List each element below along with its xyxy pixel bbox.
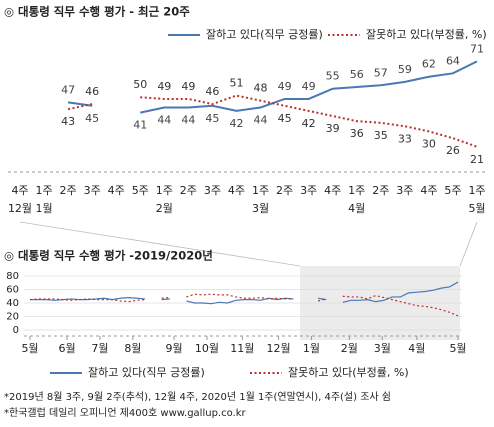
x-tick-label: 1주 xyxy=(252,184,269,197)
x-month-label: 5월 xyxy=(468,202,485,215)
value-label: 30 xyxy=(422,137,436,150)
x-month-label: 2월 xyxy=(156,202,173,215)
value-label: 44 xyxy=(157,113,171,126)
series-line xyxy=(67,60,478,114)
legend-label: 잘하고 있다(직무 긍정률) xyxy=(88,365,205,379)
x-tick-label: 4주 xyxy=(228,184,245,197)
x-tick-label: 1주 xyxy=(35,184,52,197)
x-tick-label: 1주 xyxy=(348,184,365,197)
value-label: 59 xyxy=(398,63,412,76)
value-label: 26 xyxy=(446,144,460,157)
y-tick-label: 20 xyxy=(6,312,19,323)
value-label: 49 xyxy=(157,80,171,93)
value-label: 51 xyxy=(229,77,243,90)
value-label: 49 xyxy=(278,80,292,93)
footnote: *2019년 8월 3주, 9월 2주(추석), 12월 4주, 2020년 1… xyxy=(4,391,391,403)
value-label: 62 xyxy=(422,58,436,71)
y-tick-label: 0 xyxy=(13,325,19,336)
footnote: *한국갤럽 데일리 오피니언 제400호 www.gallup.co.kr xyxy=(4,407,247,419)
value-label: 45 xyxy=(278,112,292,125)
series-line xyxy=(67,94,478,148)
value-label: 49 xyxy=(181,80,195,93)
series-line xyxy=(29,293,459,317)
x-tick-label: 5주 xyxy=(444,184,461,197)
y-tick-label: 80 xyxy=(6,271,19,282)
x-month-label: 1월 xyxy=(35,202,52,215)
x-tick-label: 3주 xyxy=(84,184,101,197)
connector xyxy=(19,221,301,267)
x-tick-label: 10월 xyxy=(195,342,219,355)
x-tick-label: 11월 xyxy=(230,342,254,355)
x-tick-label: 9월 xyxy=(165,342,182,355)
x-month-label: 12월 xyxy=(8,202,32,215)
value-label: 43 xyxy=(61,115,75,128)
value-label: 64 xyxy=(446,54,460,67)
x-month-label: 3월 xyxy=(252,202,269,215)
value-label: 55 xyxy=(326,70,340,83)
value-label: 36 xyxy=(350,127,364,140)
x-tick-label: 4주 xyxy=(420,184,437,197)
x-tick-label: 4주 xyxy=(324,184,341,197)
value-label: 42 xyxy=(302,117,316,130)
value-label: 45 xyxy=(205,112,219,125)
x-tick-label: 12월 xyxy=(267,342,291,355)
x-tick-label: 6월 xyxy=(58,342,75,355)
value-label: 46 xyxy=(85,85,99,98)
value-label: 57 xyxy=(374,66,388,79)
x-tick-label: 1주 xyxy=(468,184,485,197)
value-label: 44 xyxy=(181,113,195,126)
x-tick-label: 8월 xyxy=(124,342,141,355)
legend-label: 잘하고 있다(직무 긍정률) xyxy=(206,27,323,41)
x-tick-label: 4주 xyxy=(11,184,28,197)
chart-title: ◎ 대통령 직무 수행 평가 - 최근 20주 xyxy=(4,5,190,19)
value-label: 71 xyxy=(470,42,484,55)
x-tick-label: 4월 xyxy=(408,342,425,355)
value-label: 47 xyxy=(61,83,75,96)
value-label: 50 xyxy=(133,78,147,91)
connector xyxy=(459,221,478,267)
value-label: 45 xyxy=(85,112,99,125)
y-tick-label: 60 xyxy=(6,285,19,296)
x-tick-label: 5월 xyxy=(21,342,38,355)
x-tick-label: 2주 xyxy=(60,184,77,197)
value-label: 39 xyxy=(326,122,340,135)
x-tick-label: 3월 xyxy=(374,342,391,355)
x-tick-label: 4주 xyxy=(108,184,125,197)
value-label: 21 xyxy=(470,153,484,166)
value-label: 49 xyxy=(302,80,316,93)
value-label: 33 xyxy=(398,132,412,145)
value-label: 48 xyxy=(254,82,268,95)
x-tick-label: 5월 xyxy=(449,342,466,355)
x-tick-label: 5주 xyxy=(132,184,149,197)
value-label: 42 xyxy=(229,117,243,130)
chart-title: ◎ 대통령 직무 수행 평가 -2019/2020년 xyxy=(4,249,213,263)
x-tick-label: 2주 xyxy=(372,184,389,197)
legend-label: 잘못하고 있다(부정률, %) xyxy=(366,27,487,41)
value-label: 35 xyxy=(374,129,388,142)
x-tick-label: 2주 xyxy=(180,184,197,197)
x-tick-label: 2월 xyxy=(341,342,358,355)
value-label: 44 xyxy=(254,113,268,126)
legend-label: 잘못하고 있다(부정률, %) xyxy=(288,365,409,379)
x-tick-label: 3주 xyxy=(396,184,413,197)
x-tick-label: 1주 xyxy=(156,184,173,197)
y-tick-label: 40 xyxy=(6,298,19,309)
series-line xyxy=(30,281,459,305)
x-month-label: 4월 xyxy=(348,202,365,215)
value-label: 56 xyxy=(350,68,364,81)
x-tick-label: 1월 xyxy=(303,342,320,355)
value-label: 41 xyxy=(133,119,147,132)
x-tick-label: 7월 xyxy=(91,342,108,355)
x-tick-label: 3주 xyxy=(300,184,317,197)
x-tick-label: 2주 xyxy=(276,184,293,197)
value-label: 46 xyxy=(205,85,219,98)
x-tick-label: 3주 xyxy=(204,184,221,197)
